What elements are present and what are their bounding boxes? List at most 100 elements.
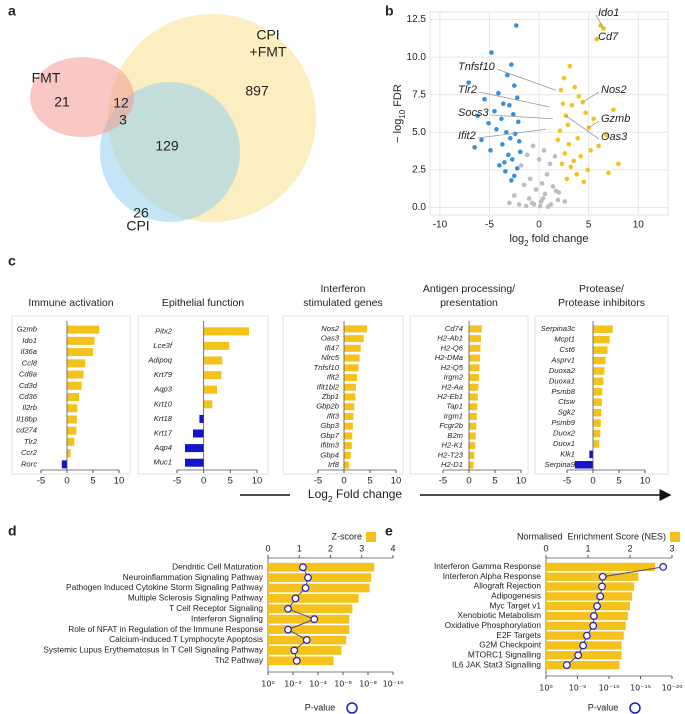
point (561, 75, 567, 81)
panel-letter: a (8, 3, 16, 19)
bar (268, 594, 359, 603)
category-label: Ctsw (558, 397, 575, 406)
annotation-leader (582, 91, 600, 103)
bar (344, 432, 353, 440)
bar (469, 451, 475, 459)
y-tick-label: 0.0 (412, 202, 426, 213)
category-label: Asprv1 (550, 356, 575, 365)
bar (199, 414, 204, 423)
venn-count: 3 (119, 112, 127, 128)
category-label: H2-D1 (441, 460, 463, 469)
chart-title: Protease inhibitors (558, 297, 645, 309)
bar (344, 422, 353, 430)
x-tick-label: 10 (633, 220, 645, 231)
category-label: IL6 JAK Stat3 Signalling (452, 659, 541, 669)
point (518, 163, 524, 168)
point (492, 108, 497, 114)
bar (344, 412, 354, 420)
venn-set-label: +FMT (250, 44, 287, 60)
bar (203, 371, 222, 380)
point (616, 161, 621, 167)
annotation-label: Tlr2 (458, 84, 477, 96)
point (503, 169, 508, 174)
point (598, 23, 603, 28)
bar (67, 404, 78, 413)
bar (344, 335, 364, 343)
panel-letter: e (385, 523, 393, 539)
bar (344, 442, 352, 450)
point (575, 136, 581, 141)
chart-title: Protease/ (579, 283, 624, 295)
point (466, 80, 471, 85)
point (591, 116, 596, 122)
point (486, 120, 491, 126)
x-tick-label: 0 (590, 476, 595, 487)
y-axis-label: − log10 FDR (392, 84, 407, 143)
x-tick-label: -5 (173, 476, 181, 487)
category-label: Systemic Lupus Erythematosus In T Cell S… (43, 645, 264, 655)
bar (593, 408, 602, 417)
legend-swatch (366, 532, 376, 542)
point (529, 200, 535, 206)
point (539, 181, 545, 186)
point (559, 161, 565, 167)
category-label: Irgm2 (444, 373, 464, 382)
panel-frame (409, 315, 529, 475)
bar (469, 344, 481, 352)
annotation-leader (496, 68, 557, 91)
bar (344, 461, 350, 469)
category-label: Krt79 (154, 370, 173, 379)
p-value-point (574, 651, 583, 660)
x-axis-label: log2 fold change (509, 233, 588, 248)
bar (67, 348, 93, 357)
point (536, 157, 542, 162)
point (527, 176, 533, 182)
category-label: Krt10 (154, 399, 173, 408)
x-tick-label: 10 (114, 476, 125, 487)
legend-label: P-value (305, 702, 336, 712)
p-value-point (583, 631, 591, 640)
bar (268, 583, 370, 593)
bar (268, 614, 350, 624)
category-label: Sgk2 (558, 408, 576, 417)
x-axis-label-part: 2 (524, 239, 528, 248)
panel-letter: d (8, 523, 17, 539)
point (562, 151, 568, 156)
point (552, 154, 558, 159)
venn-count: 26 (133, 205, 149, 221)
x-tick-label: 5 (586, 220, 592, 231)
bar (268, 656, 334, 666)
x-axis-label-part: fold change (529, 233, 589, 245)
chart-title: Antigen processing/ (423, 283, 515, 295)
x-tick-label: 0 (265, 543, 270, 553)
point (514, 166, 520, 171)
x-tick-label: 4 (390, 543, 395, 553)
annotation-leader (477, 128, 547, 139)
venn-count: 897 (245, 83, 269, 99)
p-value-point (598, 572, 607, 581)
category-label: Tlr2 (24, 437, 38, 446)
point (526, 196, 532, 201)
category-label: Nlrc5 (321, 353, 339, 362)
x2-tick-label: 10⁻² (284, 680, 302, 689)
x-tick-label: 5 (492, 476, 497, 487)
bar (593, 419, 601, 427)
chart-title: Interferon (321, 283, 366, 295)
point (557, 128, 563, 134)
chart-title: Immune activation (28, 297, 113, 309)
bar (469, 403, 478, 411)
category-label: Ccl8 (22, 358, 38, 367)
category-label: Irgm1 (444, 411, 463, 420)
y-tick-label: 7.5 (412, 89, 426, 100)
category-label: H2-Ab1 (437, 334, 463, 343)
annotation-leader (490, 114, 553, 120)
point (475, 113, 480, 119)
point (544, 172, 550, 177)
category-label: Cd8a (19, 370, 37, 379)
panel-frame (11, 315, 131, 475)
category-label: Psmb8 (551, 387, 575, 396)
point (560, 101, 566, 107)
bar (593, 356, 606, 365)
x-tick-label: 0 (201, 476, 206, 487)
point (497, 163, 502, 168)
